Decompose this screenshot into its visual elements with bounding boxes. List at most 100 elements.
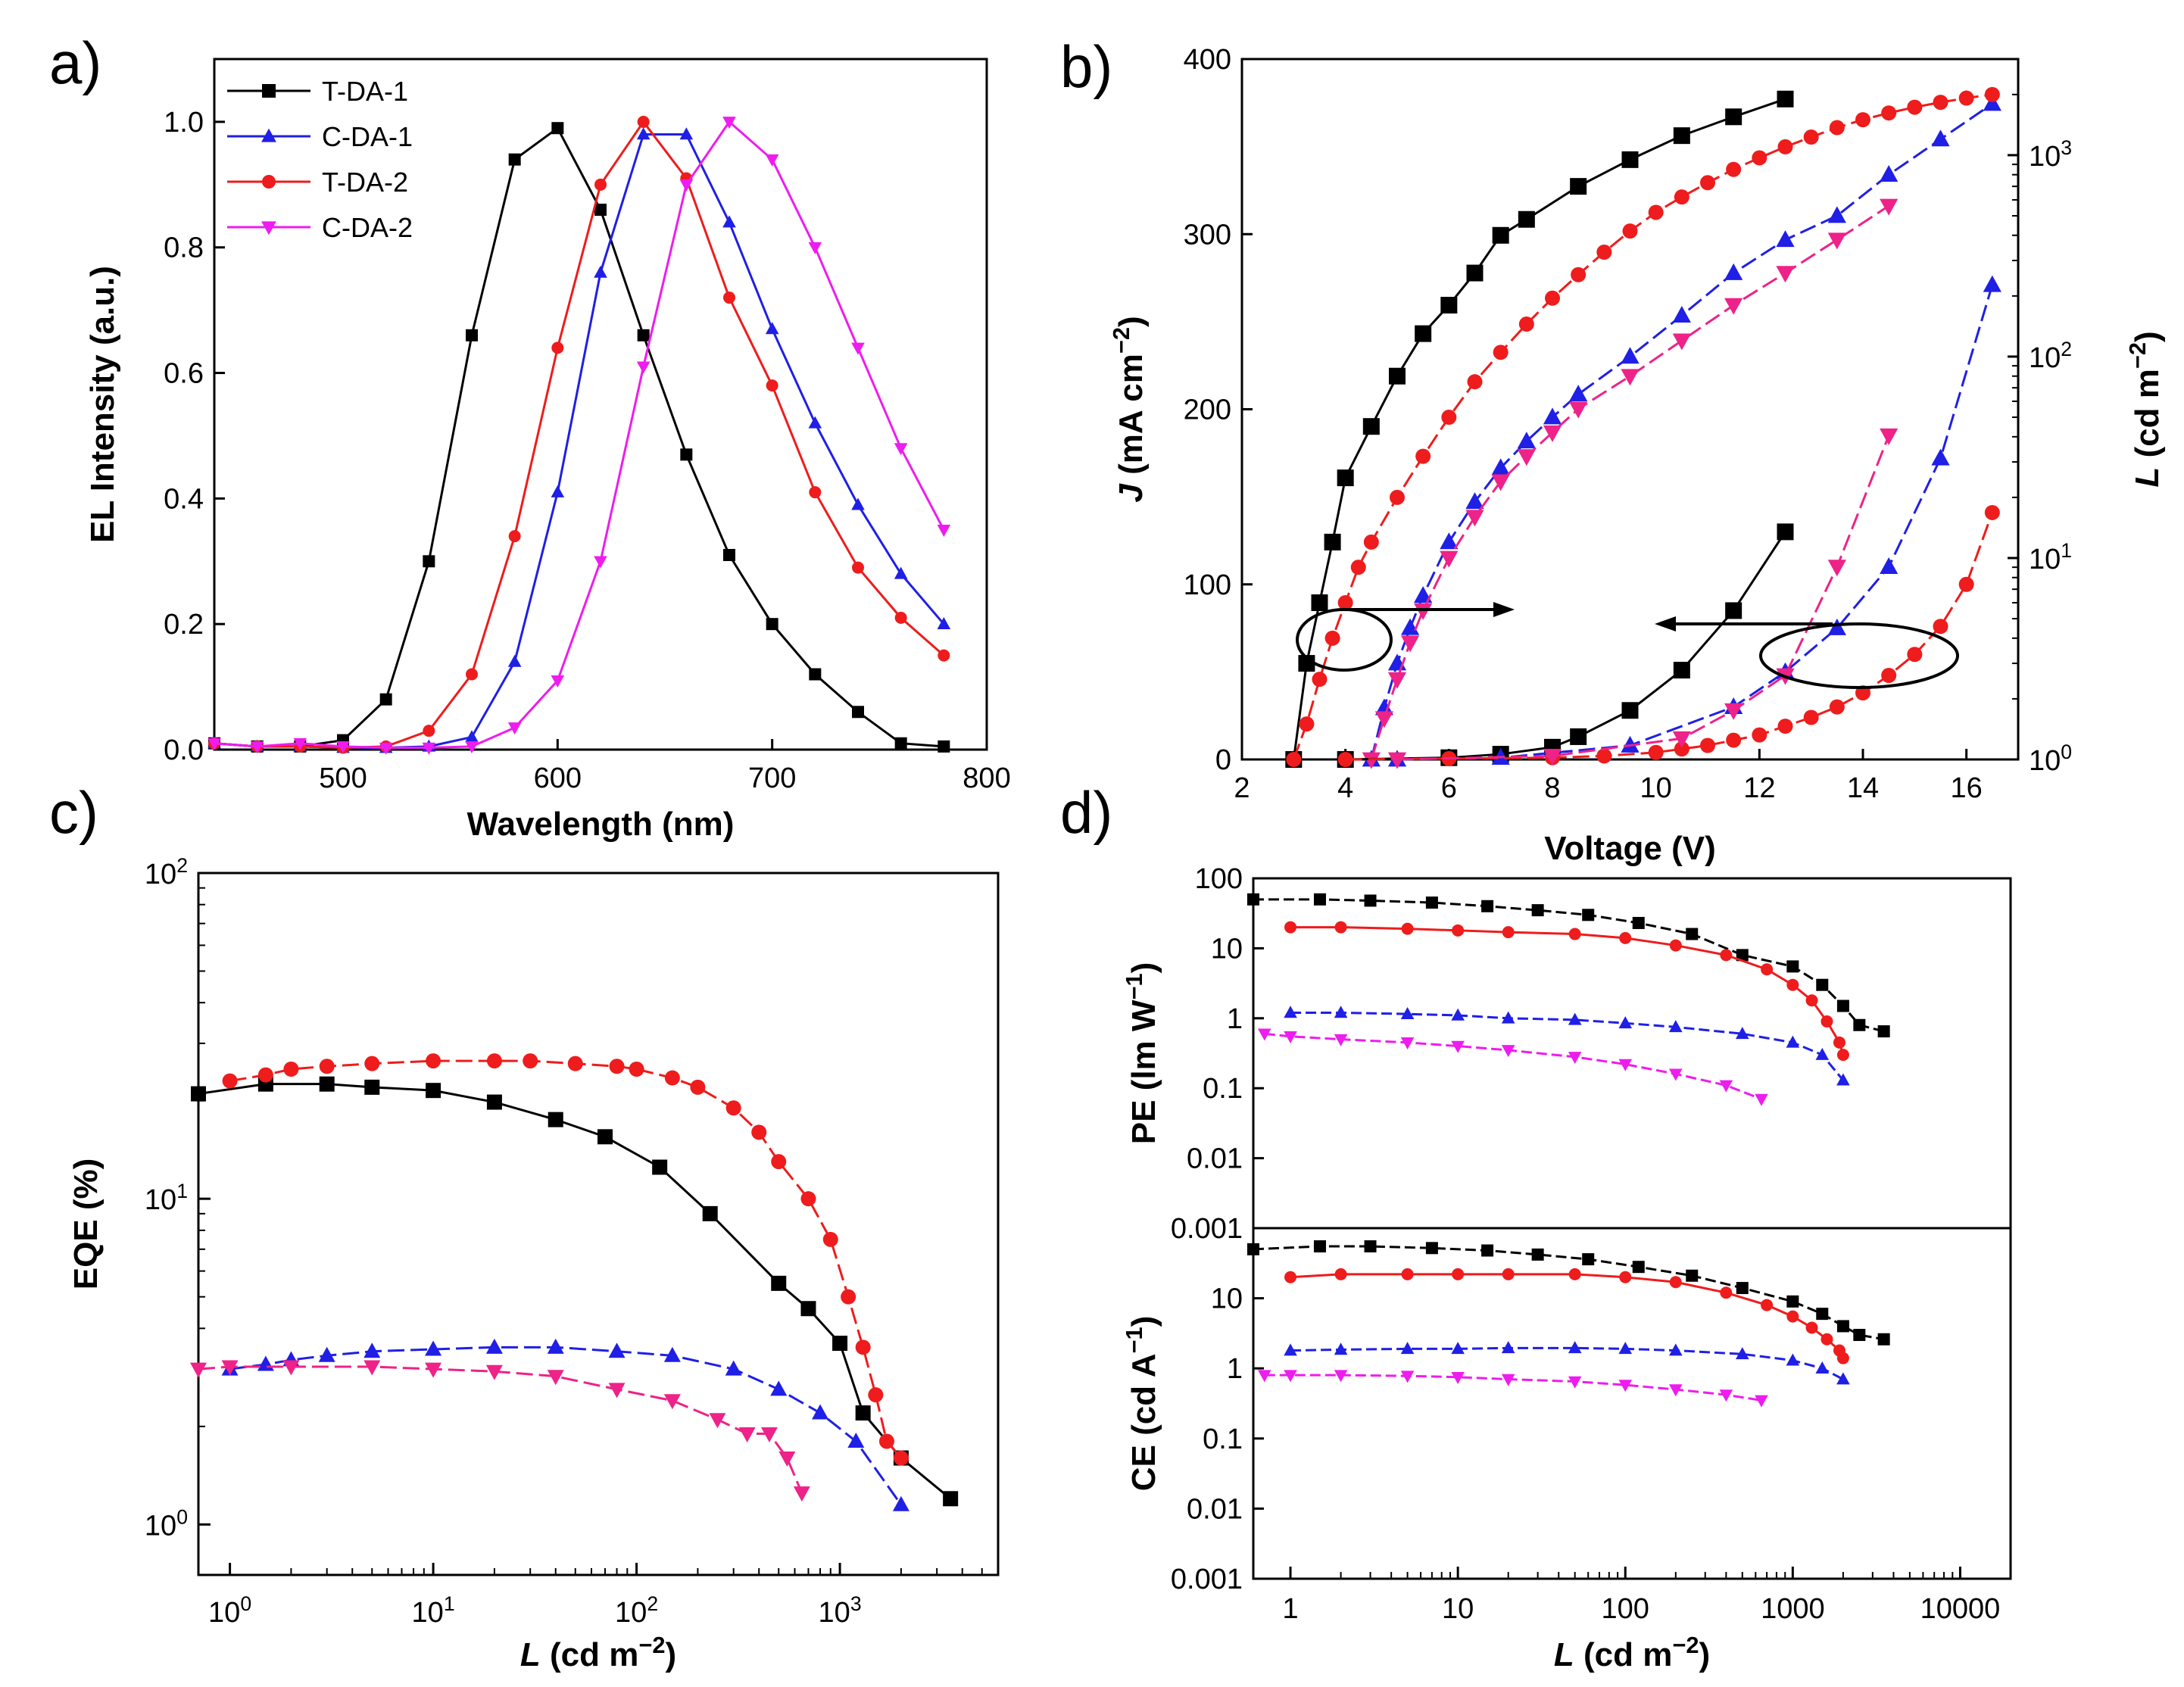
series-point-c xyxy=(319,1076,335,1092)
series-point-d-top xyxy=(1836,999,1849,1012)
series-point-d-bottom xyxy=(1836,1372,1850,1385)
y-axis-title-d-top: PE (lm W−1) xyxy=(1121,962,1163,1144)
panel-label-c: c) xyxy=(49,779,98,846)
lum-point-b xyxy=(1415,448,1431,464)
y-tick-label-a: 1.0 xyxy=(164,107,204,139)
series-line-c xyxy=(198,1365,803,1494)
current-point-b xyxy=(1907,647,1923,663)
lum-point-b xyxy=(1518,210,1535,228)
series-point-c xyxy=(364,1056,380,1071)
series-a-C-DA-1-point xyxy=(679,127,694,140)
series-point-c xyxy=(800,1191,816,1207)
series-point-d-bottom xyxy=(1425,1242,1438,1255)
y-axis-title-d-bottom: CE (cd A−1) xyxy=(1121,1316,1163,1492)
lum-point-b xyxy=(1931,129,1950,147)
lum-point-b xyxy=(1374,711,1394,728)
lum-point-b xyxy=(1337,594,1353,610)
lum-point-b xyxy=(1440,297,1458,314)
series-point-d-top xyxy=(1568,1012,1582,1025)
lum-point-b xyxy=(1777,90,1794,108)
series-point-d-top xyxy=(1284,1031,1297,1043)
series-a-C-DA-2-point xyxy=(594,556,607,569)
series-point-d-bottom xyxy=(1364,1240,1377,1253)
series-a-T-DA-2-line xyxy=(214,120,945,750)
current-point-b xyxy=(1621,702,1639,719)
x-tick-label-b: 14 xyxy=(1847,772,1879,804)
series-point-c xyxy=(547,1338,564,1354)
y-axis-title-d-top-tail: ) xyxy=(1125,962,1162,974)
y-tick-label-right-b: 101 xyxy=(2029,539,2072,575)
x-axis-title-b: Voltage (V) xyxy=(1544,830,1716,867)
series-point-d-bottom xyxy=(1481,1244,1494,1257)
series-point-c xyxy=(778,1452,796,1467)
series-point-c xyxy=(868,1387,884,1403)
lum-point-b xyxy=(1648,204,1664,220)
series-point-d-bottom xyxy=(1853,1329,1866,1342)
series-point-d-bottom xyxy=(1669,1384,1683,1397)
y-tick-label-right-b: 102 xyxy=(2029,338,2072,374)
lum-point-b xyxy=(1958,90,1974,106)
lum-point-b xyxy=(1440,550,1459,568)
series-point-d-bottom xyxy=(1531,1248,1544,1261)
lum-point-b xyxy=(1493,345,1509,360)
series-point-d-bottom xyxy=(1258,1370,1271,1383)
lum-point-b xyxy=(1700,175,1715,191)
series-a-C-DA-2-point xyxy=(551,675,565,688)
series-line-d-bottom xyxy=(1264,1374,1762,1402)
lum-point-b xyxy=(1311,594,1328,611)
current-point-b xyxy=(1827,618,1846,635)
series-point-c xyxy=(664,1070,680,1086)
plot-frame-a xyxy=(213,58,988,751)
series-point-d-bottom xyxy=(1786,1295,1799,1308)
y-tick-label-right-b: 100 xyxy=(2029,741,2072,777)
series-point-d-top xyxy=(1735,1027,1749,1040)
lum-point-b xyxy=(1724,298,1743,315)
series-a-T-DA-1-point xyxy=(423,555,435,568)
x-tick-label-c-exp: 2 xyxy=(647,1592,658,1615)
y-axis-title-d-bottom-tail: ) xyxy=(1125,1316,1162,1327)
series-point-d-top xyxy=(1400,1006,1415,1019)
series-point-d-top xyxy=(1618,1016,1633,1029)
series-a-T-DA-2-point xyxy=(508,530,521,543)
lum-point-b xyxy=(1389,367,1406,385)
panel-label-a: a) xyxy=(49,30,101,96)
series-point-d-bottom xyxy=(1334,1268,1347,1280)
series-a-T-DA-1-point xyxy=(551,122,564,135)
series-a-T-DA-1-point xyxy=(938,740,950,753)
series-a-C-DA-2-point xyxy=(507,722,522,735)
series-a-C-DA-2-point xyxy=(679,179,694,192)
x-axis-title-a: Wavelength (nm) xyxy=(467,806,735,843)
series-point-d-top xyxy=(1836,1073,1850,1086)
series-point-d-bottom xyxy=(1400,1370,1415,1383)
y-tick-label-c-base: 10 xyxy=(145,1184,176,1216)
y-tick-label-d-bottom: 0.1 xyxy=(1203,1424,1243,1455)
series-a-C-DA-1-point xyxy=(808,416,822,429)
y-tick-label-right-b-exp: 2 xyxy=(2061,338,2072,360)
x-axis-title-d: L (cd m−2) xyxy=(1554,1632,1710,1674)
series-point-d-bottom xyxy=(1284,1343,1297,1356)
panel-label-d: d) xyxy=(1060,779,1112,846)
series-a-C-DA-2-point xyxy=(379,742,393,755)
series-point-d-bottom xyxy=(1247,1243,1259,1255)
y-tick-label-d-bottom: 0.001 xyxy=(1171,1564,1243,1595)
y-tick-label-c-exp: 1 xyxy=(176,1180,188,1202)
series-line-d-top xyxy=(1264,1032,1762,1100)
x-axis-title-d-sup: −2 xyxy=(1672,1632,1699,1658)
series-point-d-bottom xyxy=(1755,1395,1768,1408)
series-point-d-top xyxy=(1821,1015,1833,1028)
series-point-d-top xyxy=(1669,1020,1683,1033)
series-point-c xyxy=(191,1086,206,1102)
series-a-C-DA-2-point xyxy=(851,342,865,355)
lum-point-b xyxy=(1725,108,1743,126)
lum-point-b xyxy=(1440,532,1459,550)
series-a-T-DA-1-point xyxy=(766,618,778,631)
series-point-c xyxy=(725,1100,741,1116)
lum-point-b xyxy=(1491,474,1510,491)
series-point-c xyxy=(663,1394,681,1410)
series-point-c xyxy=(548,1112,563,1127)
lum-point-b xyxy=(1672,305,1691,323)
current-point-b xyxy=(1827,560,1846,577)
current-point-b xyxy=(1829,699,1845,715)
lum-point-b xyxy=(1724,263,1743,280)
x-tick-label-b: 8 xyxy=(1544,772,1560,804)
